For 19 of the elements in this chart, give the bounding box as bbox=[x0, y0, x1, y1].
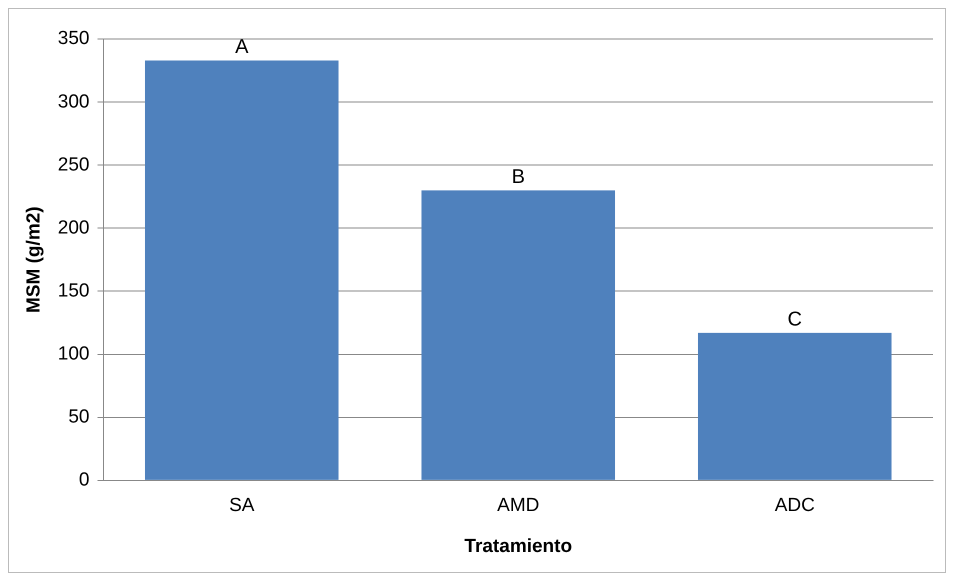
annotation: C bbox=[788, 308, 802, 330]
bar bbox=[421, 190, 616, 480]
x-tick-label: AMD bbox=[497, 495, 540, 516]
y-tick-label: 250 bbox=[58, 154, 90, 176]
y-tick-label: 100 bbox=[58, 344, 90, 365]
y-axis-title: MSM (g/m2) bbox=[24, 206, 45, 314]
y-tick-label: 50 bbox=[68, 406, 90, 428]
x-axis-title: Tratamiento bbox=[464, 536, 572, 557]
y-tick-label: 0 bbox=[78, 470, 90, 491]
y-tick-label: 150 bbox=[58, 280, 90, 302]
x-tick-label: ADC bbox=[774, 495, 815, 516]
bar bbox=[144, 60, 339, 480]
y-tick-label: 350 bbox=[58, 28, 90, 50]
y-tick-label: 200 bbox=[58, 217, 90, 238]
x-tick-label: SA bbox=[229, 495, 255, 516]
y-tick-label: 300 bbox=[58, 91, 90, 112]
bar bbox=[698, 332, 892, 480]
annotation: B bbox=[512, 166, 525, 188]
annotation: A bbox=[235, 36, 250, 58]
